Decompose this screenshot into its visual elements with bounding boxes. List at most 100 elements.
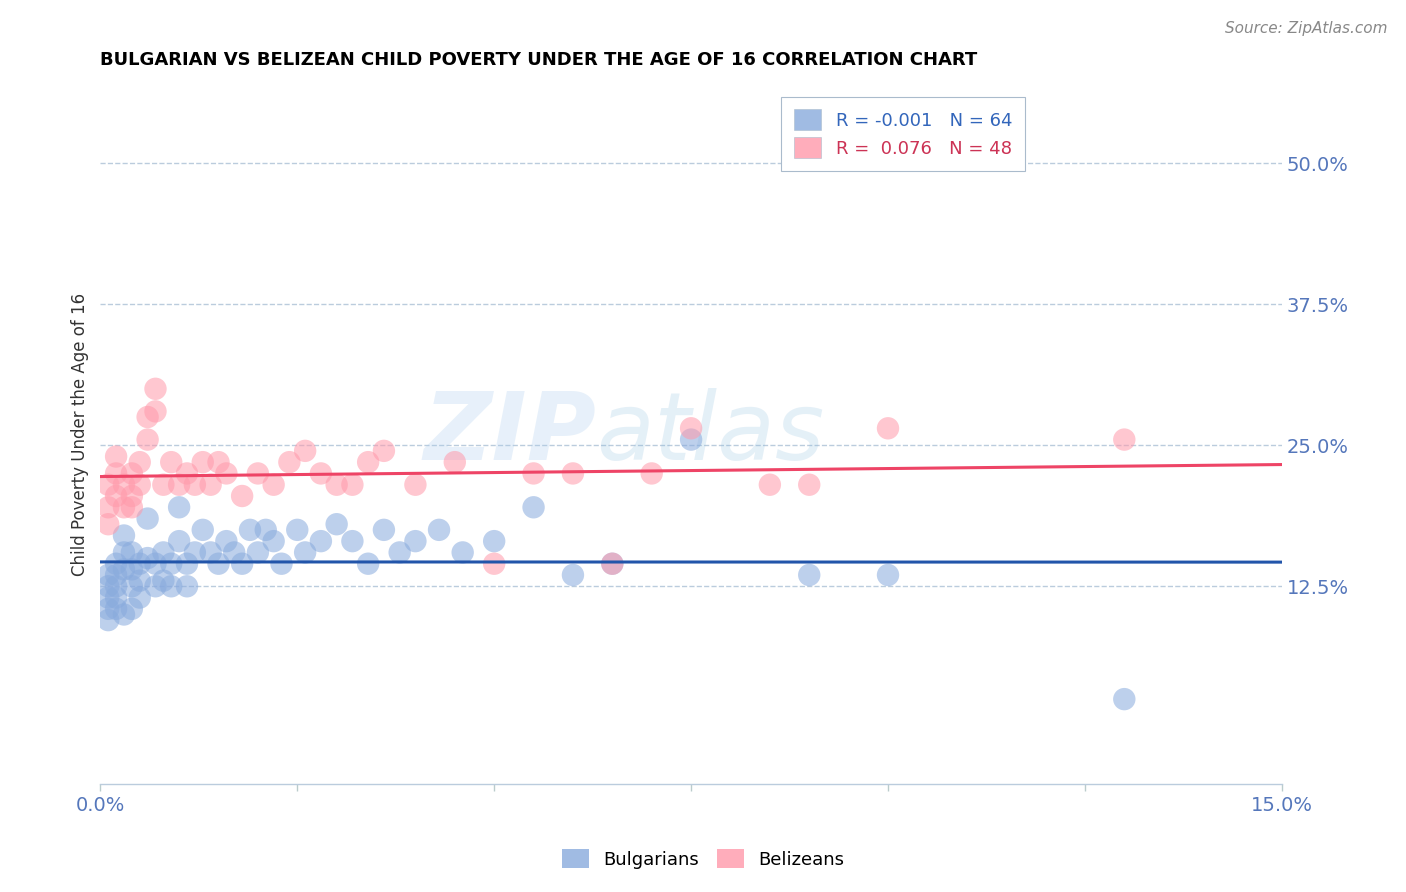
Point (191, 523, 214, 537)
Text: BULGARIAN VS BELIZEAN CHILD POVERTY UNDER THE AGE OF 16 CORRELATION CHART: BULGARIAN VS BELIZEAN CHILD POVERTY UNDE… (100, 51, 977, 69)
Point (404, 534, 426, 549)
Point (184, 545, 207, 559)
Point (224, 545, 246, 559)
Point (278, 455, 301, 469)
Point (357, 455, 380, 469)
Point (121, 500, 143, 515)
Point (482, 534, 505, 549)
Point (121, 602, 143, 616)
Point (1114, 433, 1136, 447)
Point (105, 489, 128, 503)
Point (325, 517, 347, 532)
Point (357, 557, 380, 571)
Point (105, 450, 128, 464)
Point (176, 579, 198, 593)
Point (207, 455, 229, 469)
Point (145, 557, 167, 571)
Point (112, 528, 135, 542)
Point (121, 545, 143, 559)
Point (522, 467, 544, 481)
Point (200, 477, 222, 491)
Point (215, 534, 238, 549)
Point (112, 545, 135, 559)
Point (759, 477, 782, 491)
Text: Source: ZipAtlas.com: Source: ZipAtlas.com (1225, 21, 1388, 36)
Point (97, 477, 120, 491)
Point (176, 467, 198, 481)
Point (263, 534, 285, 549)
Point (602, 557, 624, 571)
Point (309, 467, 332, 481)
Point (105, 602, 128, 616)
Point (160, 455, 183, 469)
Point (136, 511, 159, 525)
Point (136, 410, 159, 425)
Point (105, 467, 128, 481)
Point (263, 477, 285, 491)
Point (112, 607, 135, 622)
Point (342, 477, 364, 491)
Point (145, 579, 167, 593)
Point (97, 500, 120, 515)
Point (112, 477, 135, 491)
Point (152, 574, 174, 588)
Point (561, 467, 583, 481)
Point (145, 404, 167, 418)
Point (112, 562, 135, 576)
Point (167, 500, 190, 515)
Point (167, 534, 190, 549)
Point (231, 557, 253, 571)
Point (877, 421, 900, 435)
Point (239, 523, 262, 537)
Point (451, 545, 474, 559)
Point (105, 579, 128, 593)
Point (105, 591, 128, 605)
Point (231, 489, 253, 503)
Point (112, 500, 135, 515)
Point (309, 534, 332, 549)
Point (145, 382, 167, 396)
Point (128, 455, 150, 469)
Point (184, 477, 207, 491)
Point (160, 557, 183, 571)
Point (373, 523, 395, 537)
Point (200, 545, 222, 559)
Point (1114, 692, 1136, 706)
Point (105, 557, 128, 571)
Point (97, 602, 120, 616)
Point (121, 562, 143, 576)
Point (136, 551, 159, 566)
Point (246, 545, 269, 559)
Point (207, 557, 229, 571)
Point (128, 574, 150, 588)
Point (97, 613, 120, 627)
Point (561, 568, 583, 582)
Point (152, 545, 174, 559)
Point (167, 477, 190, 491)
Point (176, 557, 198, 571)
Point (443, 455, 465, 469)
Point (97, 568, 120, 582)
Point (641, 467, 664, 481)
Point (681, 433, 703, 447)
Point (522, 500, 544, 515)
Point (285, 523, 308, 537)
Point (799, 477, 821, 491)
Point (482, 557, 505, 571)
Point (136, 433, 159, 447)
Point (373, 443, 395, 458)
Point (160, 579, 183, 593)
Point (404, 477, 426, 491)
Point (191, 455, 214, 469)
Point (427, 523, 450, 537)
Point (325, 477, 347, 491)
Legend: Bulgarians, Belizeans: Bulgarians, Belizeans (554, 841, 852, 876)
Legend: R = -0.001   N = 64, R =  0.076   N = 48: R = -0.001 N = 64, R = 0.076 N = 48 (782, 96, 1025, 171)
Point (602, 557, 624, 571)
Point (128, 477, 150, 491)
Point (294, 545, 316, 559)
Point (121, 579, 143, 593)
Point (388, 545, 411, 559)
Point (215, 467, 238, 481)
Text: atlas: atlas (596, 388, 825, 479)
